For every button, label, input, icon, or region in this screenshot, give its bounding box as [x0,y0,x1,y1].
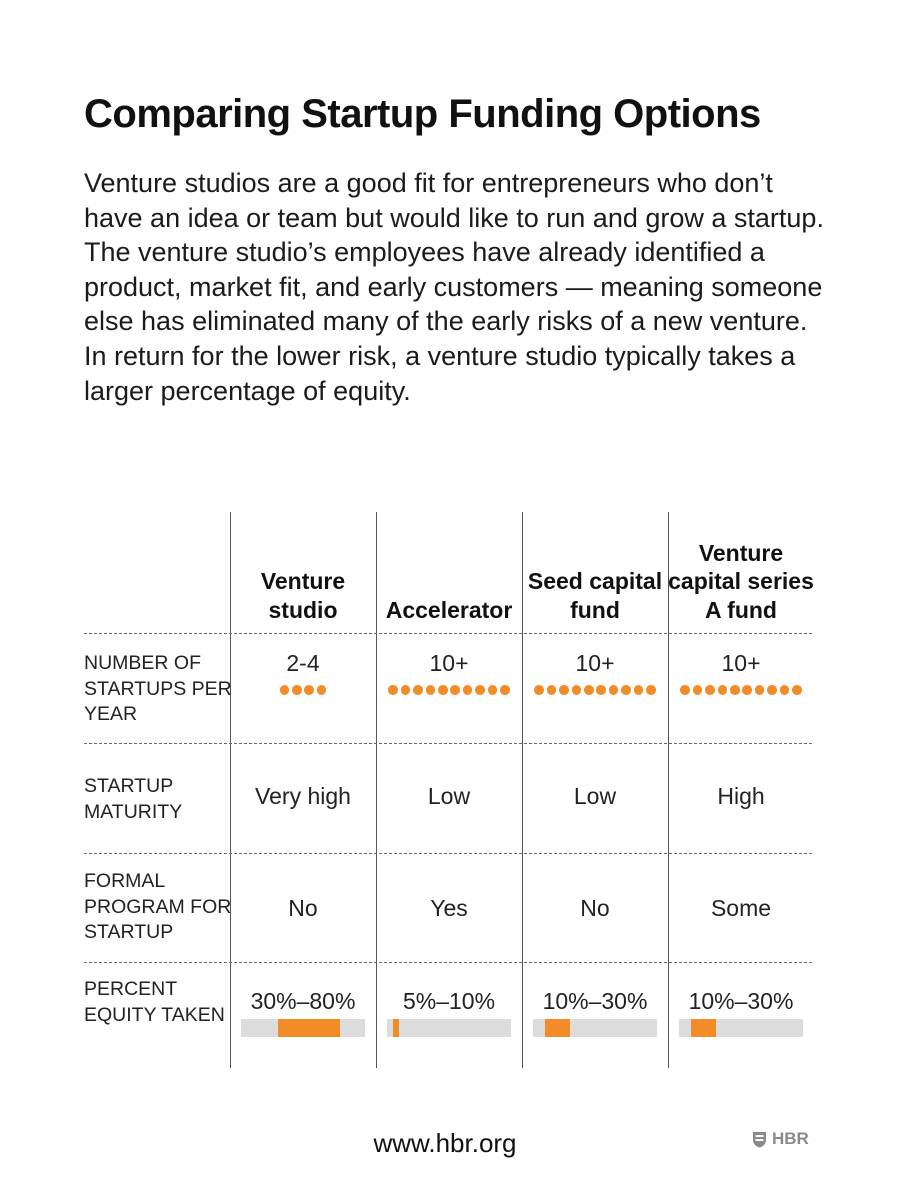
startup-dot [779,685,790,695]
intro-paragraph: Venture studios are a good fit for entre… [84,168,824,406]
column-divider [668,512,669,1068]
formal-program-value: Yes [430,895,468,921]
startup-dot [279,685,290,695]
column-header-vc-series-a-fund: Venture capital series A fund [668,539,814,623]
equity-value: 10%–30% [542,988,648,1014]
row-divider [84,853,812,854]
startup-dots [279,685,327,695]
startup-dots [680,685,802,695]
startup-dot [475,685,485,695]
startup-dot [583,685,594,695]
startups-per-year-value: 10+ [429,650,469,676]
startups-per-year-value: 10+ [721,650,761,676]
startup-dot [645,685,656,695]
row-divider [84,962,812,963]
startup-dot [705,685,715,695]
row-label-formal-program: Formal program for startup [84,870,232,943]
startup-dot [621,685,631,695]
startup-dot [388,685,398,695]
startup-dot [571,685,582,695]
footer-url[interactable]: www.hbr.org [373,1128,517,1158]
startup-dot [499,685,510,695]
formal-program-value: No [288,895,318,921]
startup-dots [388,685,510,695]
page-title: Comparing Startup Funding Options [84,92,761,136]
startup-dot [742,685,752,695]
formal-program-value: No [580,895,610,921]
equity-range-bar [533,1019,657,1037]
logo-text: HBR [772,1129,809,1148]
equity-range-bar [387,1019,511,1037]
equity-value: 30%–80% [250,988,356,1014]
equity-range-fill [393,1019,400,1037]
row-divider [84,633,812,634]
startup-dots [534,685,656,695]
equity-range-fill [545,1019,571,1037]
column-divider [522,512,523,1068]
startup-dot [450,685,460,695]
hbr-logo: HBR [752,1129,809,1149]
startups-per-year-value: 10+ [575,650,615,676]
row-label-percent-equity: Percent equity taken [84,978,225,1026]
column-divider [230,512,231,1068]
startup-dot [291,685,302,695]
equity-range-fill [691,1019,717,1037]
equity-range-fill [278,1019,341,1037]
row-label-startup-maturity: Startup maturity [84,775,183,823]
startup-dot [633,685,644,695]
startup-dot [546,685,557,695]
startup-dot [316,685,327,695]
maturity-value: High [717,783,765,809]
startup-dot [425,685,436,695]
equity-value: 5%–10% [402,988,496,1014]
startup-dot [729,685,740,695]
startups-per-year-value: 2-4 [286,650,320,676]
startup-dot [692,685,703,695]
maturity-value: Very high [255,783,351,809]
startup-dot [413,685,423,695]
maturity-value: Low [427,783,471,809]
startup-dot [754,685,765,695]
equity-range-bar [241,1019,365,1037]
column-header-accelerator: Accelerator [385,596,513,623]
column-header-venture-studio: Venture studio [260,568,346,623]
startup-dot [680,685,690,695]
column-divider [376,512,377,1068]
formal-program-value: Some [710,895,772,921]
startup-dot [791,685,802,695]
row-label-startups-per-year: Number of startups per year [84,652,232,725]
startup-dot [717,685,728,695]
equity-range-bar [679,1019,803,1037]
maturity-value: Low [573,783,617,809]
row-divider [84,743,812,744]
comparison-table: Venture studio Accelerator Seed capital … [84,512,814,1072]
startup-dot [304,685,314,695]
equity-value: 10%–30% [688,988,794,1014]
startup-dot [437,685,448,695]
column-header-seed-capital-fund: Seed capital fund [527,568,663,623]
startup-dot [596,685,606,695]
startup-dot [400,685,411,695]
startup-dot [534,685,544,695]
startup-dot [559,685,569,695]
startup-dot [487,685,498,695]
startup-dot [462,685,473,695]
startup-dot [608,685,619,695]
startup-dot [767,685,777,695]
shield-icon [753,1131,766,1147]
